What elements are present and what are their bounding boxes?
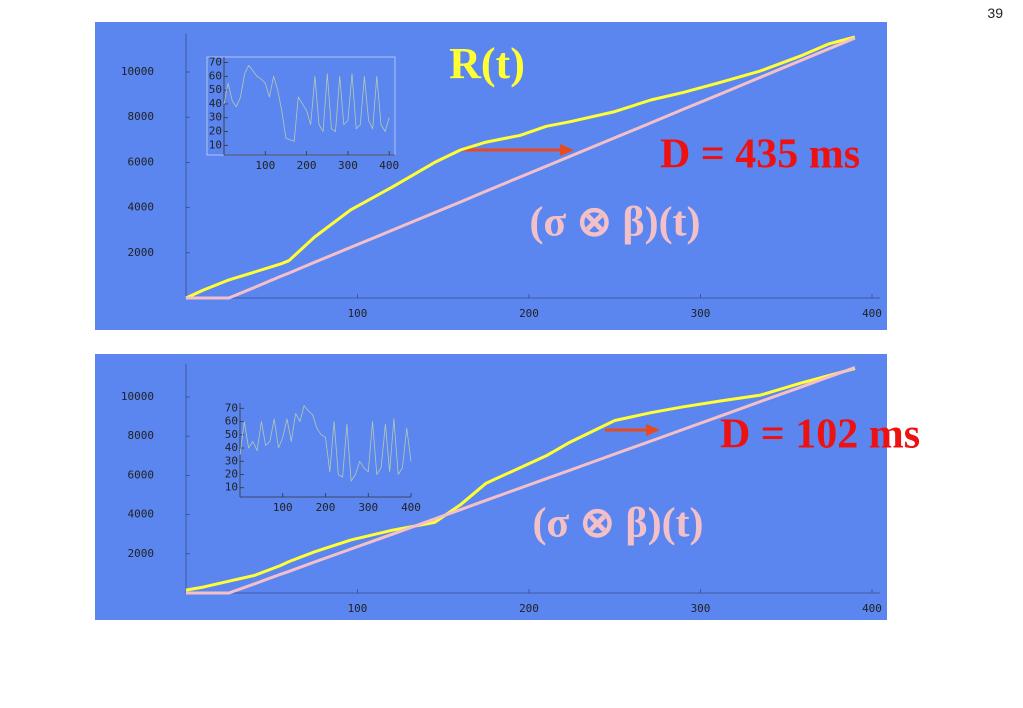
data-line [186,366,856,595]
y-tick-label: 70 [225,401,238,414]
x-tick-label: 100 [255,159,275,172]
y-tick-label: 20 [209,125,222,138]
y-tick-label: 30 [225,454,238,467]
y-tick-label: 40 [225,441,238,454]
y-tick-label: 70 [209,56,222,69]
series-label: (σ ⊗ β)(t) [532,501,703,547]
x-tick-label: 100 [348,602,368,615]
y-tick-label: 40 [209,97,222,110]
x-tick-label: 300 [691,602,711,615]
y-tick-label: 50 [209,83,222,96]
arrow-head [560,144,574,156]
x-tick-label: 400 [862,602,882,615]
y-tick-label: 2000 [128,246,155,259]
series-label: (σ ⊗ β)(t) [529,200,700,246]
y-tick-label: 10 [209,138,222,151]
y-tick-label: 60 [225,415,238,428]
y-tick-label: 6000 [128,155,155,168]
y-tick-label: 10 [225,481,238,494]
arrow-head [646,424,660,436]
x-tick-label: 100 [348,307,368,320]
data-line [186,36,856,300]
x-tick-label: 300 [691,307,711,320]
x-tick-label: 400 [862,307,882,320]
annotation: D = 102 ms [720,412,920,458]
panel [95,354,887,620]
data-line [239,405,412,482]
y-tick-label: 6000 [128,468,155,481]
page-number: 39 [987,5,1003,21]
x-tick-label: 200 [316,501,336,514]
x-tick-label: 400 [379,159,399,172]
data-line [185,35,856,300]
x-tick-label: 300 [338,159,358,172]
x-tick-label: 100 [273,501,293,514]
x-tick-label: 300 [358,501,378,514]
y-tick-label: 2000 [128,547,155,560]
series-label: R(t) [449,39,525,88]
data-line [223,64,390,142]
y-tick-label: 8000 [128,429,155,442]
annotation: D = 435 ms [660,132,860,178]
y-tick-label: 4000 [128,508,155,521]
y-tick-label: 60 [209,69,222,82]
x-tick-label: 200 [519,602,539,615]
y-tick-label: 10000 [121,65,154,78]
x-tick-label: 200 [519,307,539,320]
data-line [185,367,856,592]
y-tick-label: 50 [225,428,238,441]
x-tick-label: 200 [297,159,317,172]
y-tick-label: 20 [225,467,238,480]
x-tick-label: 400 [401,501,421,514]
y-tick-label: 4000 [128,201,155,214]
y-tick-label: 10000 [121,390,154,403]
y-tick-label: 30 [209,111,222,124]
y-tick-label: 8000 [128,110,155,123]
